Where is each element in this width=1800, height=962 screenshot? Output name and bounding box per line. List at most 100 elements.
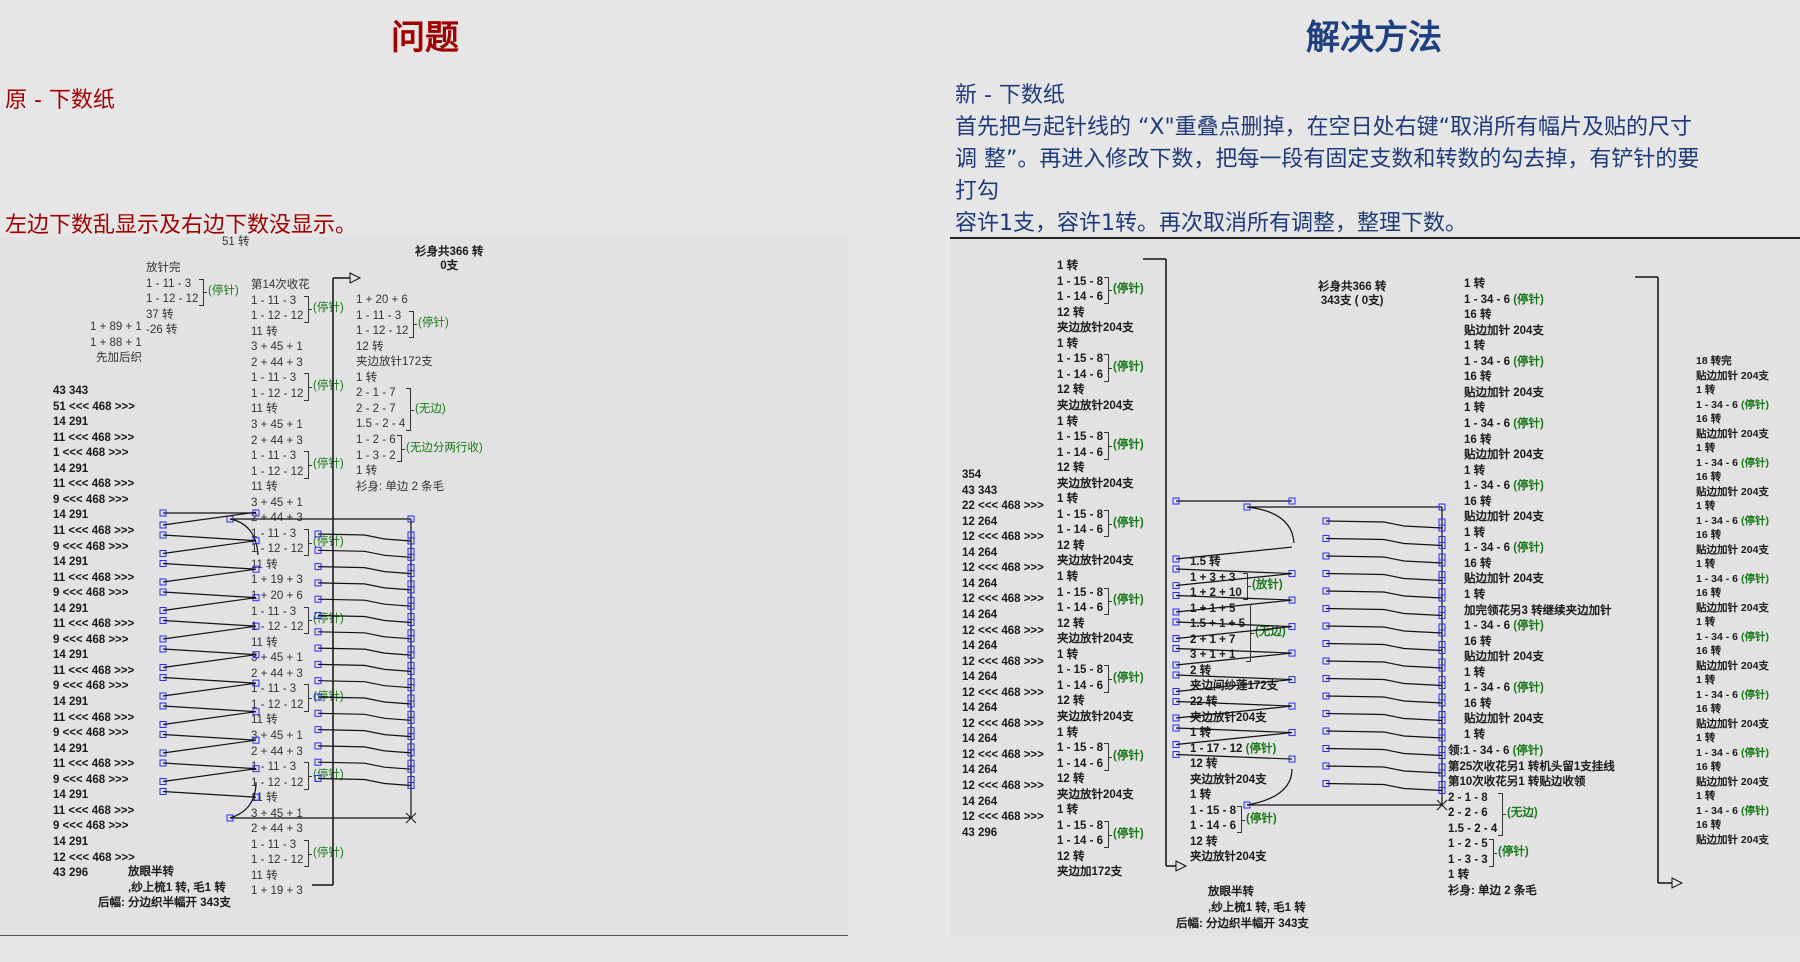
instruction-row: 1 - 15 - 8 [1057, 275, 1104, 288]
instruction-row: 12 转 [1190, 758, 1218, 771]
group-bracket [1243, 572, 1251, 601]
instruction-row: 1 - 11 - 3 [251, 527, 297, 540]
instruction-row: 11 <<< 468 >>> [53, 478, 135, 491]
stitch-line [162, 768, 257, 783]
instruction-row: 11 转 [251, 325, 278, 338]
instruction-row: 12 <<< 468 >>> [962, 780, 1044, 792]
instruction-row: 贴边加针 204支 [1464, 713, 1544, 726]
instruction-row: 16 转 [1696, 645, 1722, 657]
instruction-row: 1 - 11 - 3 [251, 294, 297, 307]
instruction-row: 12 转 [1057, 695, 1085, 708]
group-note: (停针) [313, 846, 344, 859]
group-note: (停针) [313, 457, 344, 470]
top-turns: 51 转 [222, 236, 250, 248]
instruction-row: 1 - 14 - 6 [1057, 757, 1104, 770]
stitch-line [162, 568, 257, 583]
stop-needle-note: (停针) [1740, 630, 1769, 643]
instruction-row: 11 转 [251, 792, 278, 805]
instruction-row: 1 - 34 - 6 (停针) [1696, 688, 1769, 702]
instruction-row: 夹边放针204支 [1190, 773, 1267, 786]
instruction-row: 3 + 45 + 1 [251, 496, 303, 509]
instruction-row: 1 - 34 - 6 (停针) [1696, 398, 1769, 412]
row-text: 1 - 34 - 6 [1464, 620, 1514, 633]
guide-path [229, 781, 257, 819]
group-bracket [304, 606, 312, 635]
instruction-row: 1 - 34 - 6 (停针) [1464, 479, 1544, 493]
instruction-row: 12 <<< 468 >>> [962, 624, 1044, 637]
group-note: (无边) [1507, 807, 1538, 820]
instruction-row: 1 - 11 - 3 [251, 683, 297, 696]
instruction-row: 3 + 45 + 1 [251, 807, 303, 820]
instruction-row: 1 - 34 - 6 (停针) [1696, 746, 1769, 760]
instruction-row: 1 - 14 - 6 [1057, 679, 1104, 692]
instruction-row: 1 转 [1696, 674, 1716, 686]
instruction-row: 11 转 [251, 403, 278, 416]
instruction-row: -26 转 [146, 324, 178, 337]
node-handle [159, 509, 167, 517]
instruction-row: 贴边加针 204支 [1696, 659, 1769, 672]
stop-needle-note: (停针) [1513, 620, 1544, 633]
solution-instructions: 新 - 下数纸 首先把与起针线的 “X"重叠点删掉，在空日处右键“取消所有幅片及… [955, 80, 1699, 240]
node-handle [1288, 497, 1296, 505]
instruction-row: 12 转 [356, 340, 384, 353]
group-note: (停针) [418, 317, 449, 330]
instruction-row: 1 - 15 - 8 [1057, 664, 1104, 677]
instruction-row: 夹边放针204支 [1057, 788, 1134, 801]
instruction-row: 1 转 [1696, 442, 1716, 454]
instruction-row: 1 - 34 - 6 (停针) [1464, 619, 1544, 633]
group-note: (停针) [1113, 516, 1144, 529]
guide-path [1325, 572, 1443, 582]
guide-path [1325, 730, 1443, 739]
instruction-row: 37 转 [146, 308, 174, 321]
instruction-row: 1 - 34 - 6 (停针) [1696, 630, 1769, 644]
stop-needle-note: (停针) [1513, 355, 1544, 368]
group-note: (停针) [1246, 812, 1277, 825]
instruction-row: 16 转 [1464, 697, 1492, 710]
instruction-row: 1 - 15 - 8 [1057, 508, 1104, 521]
row-text: 1 - 34 - 6 [1464, 293, 1514, 306]
instruction-row: 1 - 11 - 3 [146, 277, 192, 290]
instruction-row: 贴边加针 204支 [1464, 386, 1544, 399]
instruction-row: 12 <<< 468 >>> [962, 593, 1044, 606]
instruction-row: 16 转 [1696, 529, 1722, 541]
solution-title: 解决方法 [1306, 18, 1442, 58]
group-bracket [1237, 805, 1245, 834]
instruction-row: 先加后织 [96, 352, 142, 365]
instruction-row: 1 - 12 - 12 [251, 621, 304, 634]
group-bracket [1104, 432, 1112, 460]
stitch-line [1175, 546, 1293, 560]
instruction-row: 夹边放针204支 [1190, 851, 1267, 864]
instruction-row: 1 + 89 + 1 [90, 321, 142, 333]
stop-needle-note: (停针) [1245, 742, 1277, 755]
instruction-row: 1 - 12 - 12 [251, 387, 304, 400]
stitch-line [162, 654, 257, 669]
group-bracket [1104, 276, 1112, 305]
group-note: (放针) [1252, 579, 1283, 592]
row-text: 1 - 34 - 6 [1696, 746, 1741, 759]
stop-needle-note: (停针) [1740, 746, 1769, 759]
instruction-row: 14 291 [53, 789, 89, 802]
row-text: 1 - 34 - 6 [1696, 804, 1741, 817]
guide-path [1246, 768, 1293, 806]
instruction-row: 夹边放针204支 [1057, 322, 1134, 335]
instruction-row: 2 + 44 + 3 [251, 356, 303, 369]
instruction-row: 贴边加针 204支 [1696, 717, 1769, 730]
group-note: (停针) [208, 285, 239, 298]
instruction-row: 1 转 [1696, 790, 1716, 802]
instruction-row: 18 转完 [1696, 355, 1732, 367]
instruction-row: 1 转 [1464, 402, 1486, 415]
instruction-row: 11 <<< 468 >>> [53, 758, 135, 771]
group-note: (停针) [313, 380, 344, 393]
instruction-row: 11 <<< 468 >>> [53, 618, 135, 631]
guide-path [1325, 660, 1443, 669]
guide-path [317, 647, 412, 656]
instruction-row: 11 转 [251, 636, 278, 649]
instruction-row: 16 转 [1464, 495, 1492, 508]
group-note: (停针) [313, 302, 344, 315]
group-bracket [304, 528, 312, 557]
stitch-line [162, 619, 257, 627]
group-bracket [304, 373, 312, 401]
stitch-line [162, 711, 257, 726]
original-sheet-label: 原 - 下数纸 [5, 88, 115, 113]
group-bracket [304, 451, 312, 479]
